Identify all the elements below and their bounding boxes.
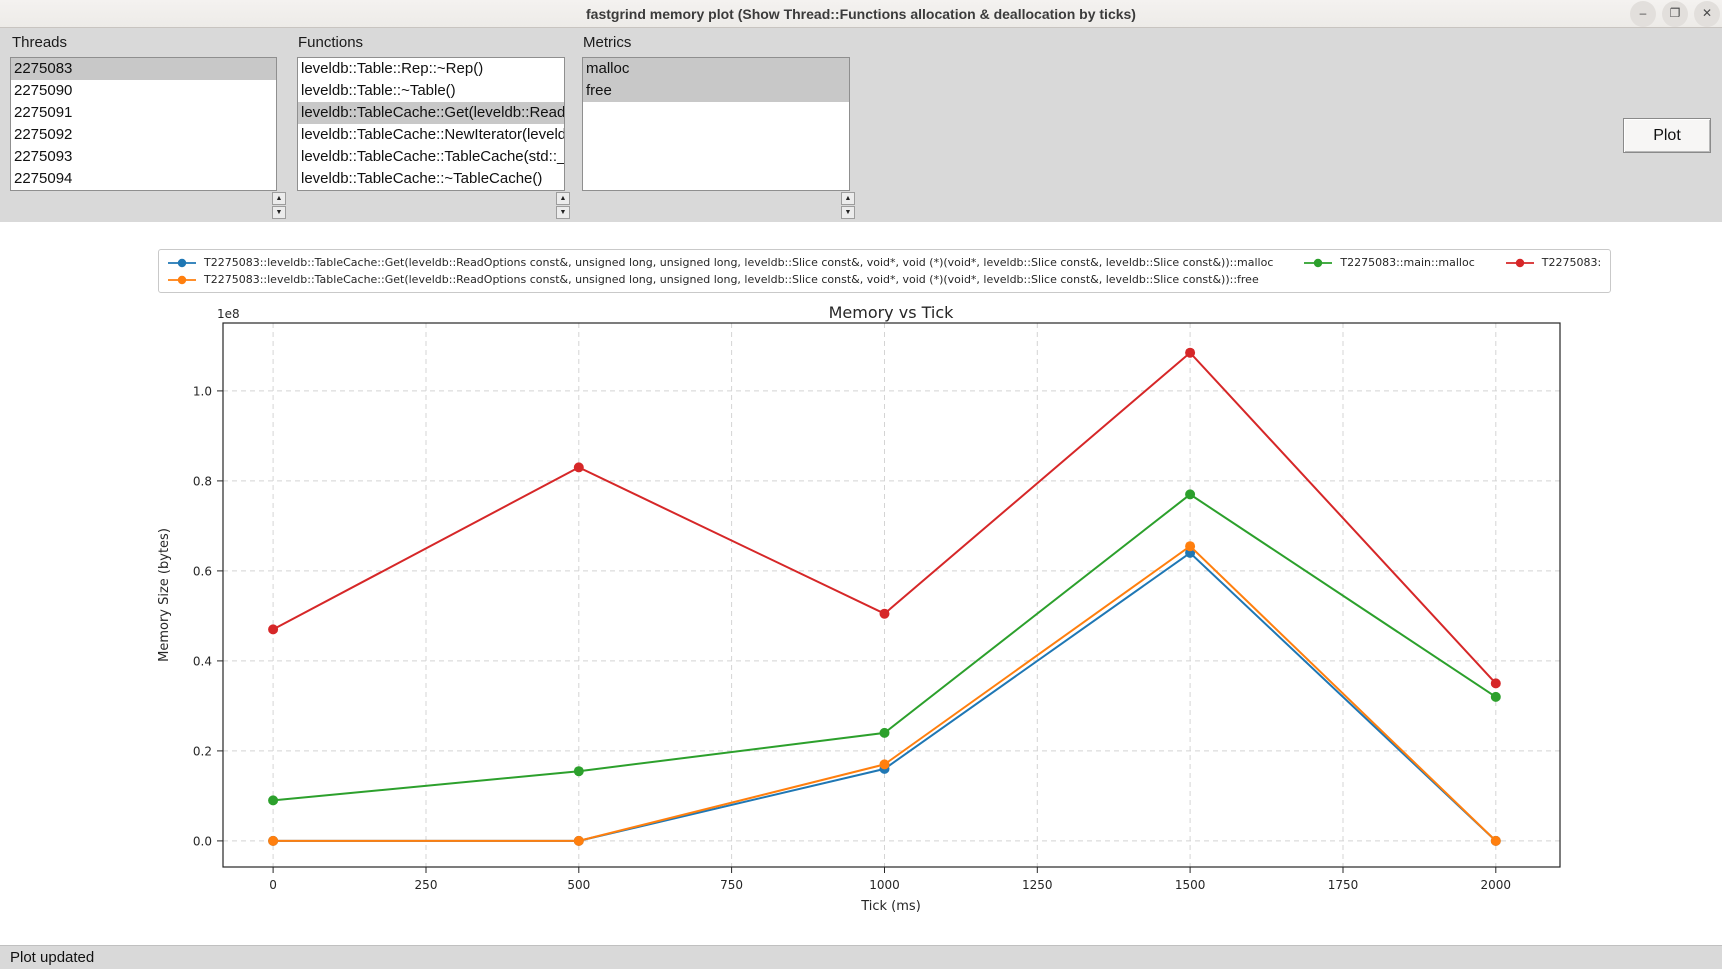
scroll-up-icon[interactable]: ▲	[556, 192, 570, 205]
list-item[interactable]: leveldb::TableCache::Get(leveldb::ReadOp…	[298, 102, 564, 124]
window-title: fastgrind memory plot (Show Thread::Func…	[586, 6, 1136, 22]
list-item[interactable]: leveldb::Table::Rep::~Rep()	[301, 60, 484, 77]
control-panel: Threads Functions Metrics 2275083 2275090…	[0, 28, 1722, 222]
legend-line-sample	[1304, 258, 1333, 267]
svg-text:2000: 2000	[1481, 878, 1512, 892]
threads-label: Threads	[12, 34, 68, 51]
figure-area: T2275083::leveldb::TableCache::Get(level…	[0, 222, 1722, 945]
chart-legend: T2275083::leveldb::TableCache::Get(level…	[158, 249, 1611, 293]
list-item[interactable]: leveldb::Table::~Table()	[301, 82, 456, 99]
svg-text:1500: 1500	[1175, 878, 1206, 892]
memory-vs-tick-chart: 0 250 500 750 1000 1250 1500 1750 2000 0.0 0.2 0.4 0…	[157, 303, 1561, 914]
scroll-down-icon[interactable]: ▼	[556, 206, 570, 219]
legend-label: T2275083::leveldb::TableCache::Get(level…	[204, 273, 1259, 286]
threads-listbox[interactable]: 2275083 2275090 2275091 2275092 2275093 22750…	[10, 57, 277, 191]
svg-text:Memory Size (bytes): Memory Size (bytes)	[157, 528, 172, 662]
svg-text:0: 0	[269, 878, 277, 892]
functions-scrollbar: ▲ ▼	[556, 192, 570, 220]
functions-listbox[interactable]: leveldb::Table::Rep::~Rep()leveldb::Tabl…	[297, 57, 565, 191]
svg-text:Tick (ms): Tick (ms)	[860, 899, 921, 914]
svg-text:Memory vs Tick: Memory vs Tick	[829, 303, 955, 322]
metrics-label: Metrics	[583, 34, 632, 51]
legend-item: T2275083::main::free	[1505, 256, 1602, 269]
metrics-listbox[interactable]: malloc free	[582, 57, 850, 191]
list-item[interactable]: 2275093	[14, 148, 73, 165]
svg-text:0.0: 0.0	[193, 834, 212, 848]
titlebar: fastgrind memory plot (Show Thread::Func…	[0, 0, 1722, 28]
scroll-up-icon[interactable]: ▲	[841, 192, 855, 205]
legend-item: T2275083::leveldb::TableCache::Get(level…	[167, 256, 1273, 269]
svg-text:1750: 1750	[1328, 878, 1359, 892]
close-button[interactable]: ✕	[1694, 1, 1720, 27]
list-item[interactable]: leveldb::TableCache::~TableCache()	[301, 170, 543, 187]
legend-label: T2275083::leveldb::TableCache::Get(level…	[204, 256, 1274, 269]
status-text: Plot updated	[10, 949, 95, 966]
legend-item: T2275083::leveldb::TableCache::Get(level…	[167, 273, 1259, 286]
scroll-down-icon[interactable]: ▼	[272, 206, 286, 219]
scroll-down-icon[interactable]: ▼	[841, 206, 855, 219]
svg-text:1250: 1250	[1022, 878, 1053, 892]
list-item[interactable]: 2275083	[11, 58, 276, 80]
svg-text:250: 250	[415, 878, 438, 892]
status-bar: Plot updated	[0, 945, 1722, 969]
maximize-button[interactable]: ❐	[1662, 1, 1688, 27]
scroll-up-icon[interactable]: ▲	[272, 192, 286, 205]
functions-label: Functions	[298, 34, 364, 51]
legend-item: T2275083::main::malloc	[1303, 256, 1475, 269]
list-item[interactable]: 2275090	[14, 82, 73, 99]
legend-line-sample	[1505, 258, 1534, 267]
svg-text:500: 500	[567, 878, 590, 892]
threads-scrollbar: ▲ ▼	[272, 192, 286, 220]
list-item[interactable]: malloc	[583, 58, 849, 80]
svg-text:1.0: 1.0	[193, 384, 212, 398]
svg-text:1e8: 1e8	[217, 307, 240, 321]
list-item[interactable]: leveldb::TableCache::NewIterator(leveldb	[301, 126, 564, 143]
list-item[interactable]: 2275094	[14, 170, 73, 187]
list-item[interactable]: 2275092	[14, 126, 73, 143]
list-item[interactable]: free	[583, 80, 849, 102]
svg-text:0.8: 0.8	[193, 474, 212, 488]
plot-button[interactable]: Plot	[1623, 118, 1711, 153]
legend-label: T2275083::main::free	[1541, 256, 1602, 269]
list-item[interactable]: leveldb::TableCache::TableCache(std::__	[301, 148, 564, 165]
metrics-scrollbar: ▲ ▼	[841, 192, 855, 220]
legend-line-sample	[168, 258, 196, 267]
svg-text:0.4: 0.4	[193, 654, 212, 668]
list-item[interactable]: 2275091	[14, 104, 73, 121]
legend-line-sample	[168, 275, 196, 284]
svg-text:0.2: 0.2	[193, 744, 212, 758]
svg-text:1000: 1000	[869, 878, 900, 892]
svg-text:750: 750	[720, 878, 743, 892]
svg-text:0.6: 0.6	[193, 564, 212, 578]
minimize-button[interactable]: –	[1630, 1, 1656, 27]
legend-label: T2275083::main::malloc	[1340, 256, 1475, 269]
